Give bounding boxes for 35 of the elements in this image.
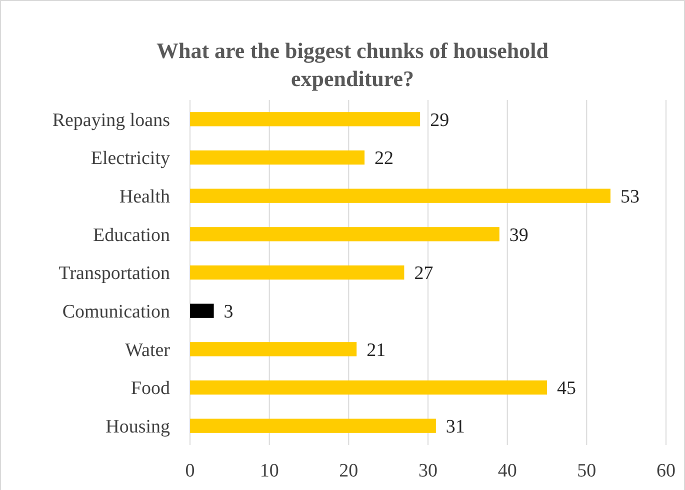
y-tick-label: Housing <box>106 416 170 438</box>
bar <box>190 188 610 203</box>
chart-title: What are the biggest chunks of household expenditure? <box>156 38 548 91</box>
data-label: 29 <box>430 110 450 131</box>
y-tick-label: Transportation <box>58 263 170 284</box>
y-tick-label: Water <box>125 340 171 361</box>
x-tick-label: 50 <box>577 460 596 482</box>
bar <box>190 150 365 165</box>
y-tick-label: Repaying loans <box>52 110 170 131</box>
y-tick-label: Education <box>92 224 170 246</box>
bar <box>190 304 214 318</box>
y-tick-label: Electricity <box>90 148 170 170</box>
data-label: 21 <box>366 340 386 361</box>
y-tick-label: Food <box>130 378 170 400</box>
data-label: 22 <box>374 148 394 170</box>
data-label: 39 <box>509 224 528 246</box>
bar <box>190 265 404 280</box>
x-tick-label: 10 <box>260 460 279 482</box>
y-tick-label: Health <box>119 186 170 208</box>
data-label: 45 <box>557 378 576 400</box>
x-tick-label: 0 <box>185 460 195 482</box>
x-tick-label: 30 <box>418 460 438 482</box>
bar <box>190 227 500 242</box>
data-label: 53 <box>620 186 640 208</box>
data-label: 31 <box>446 416 465 438</box>
x-tick-label: 40 <box>498 460 517 482</box>
data-label: 27 <box>414 263 434 284</box>
data-label: 3 <box>224 301 234 322</box>
x-tick-label: 20 <box>339 460 358 482</box>
bar <box>190 342 357 356</box>
bar <box>190 112 420 126</box>
bar <box>190 418 436 433</box>
y-tick-label: Comunication <box>62 301 170 322</box>
x-tick-label: 60 <box>656 460 676 482</box>
bar <box>190 380 547 395</box>
